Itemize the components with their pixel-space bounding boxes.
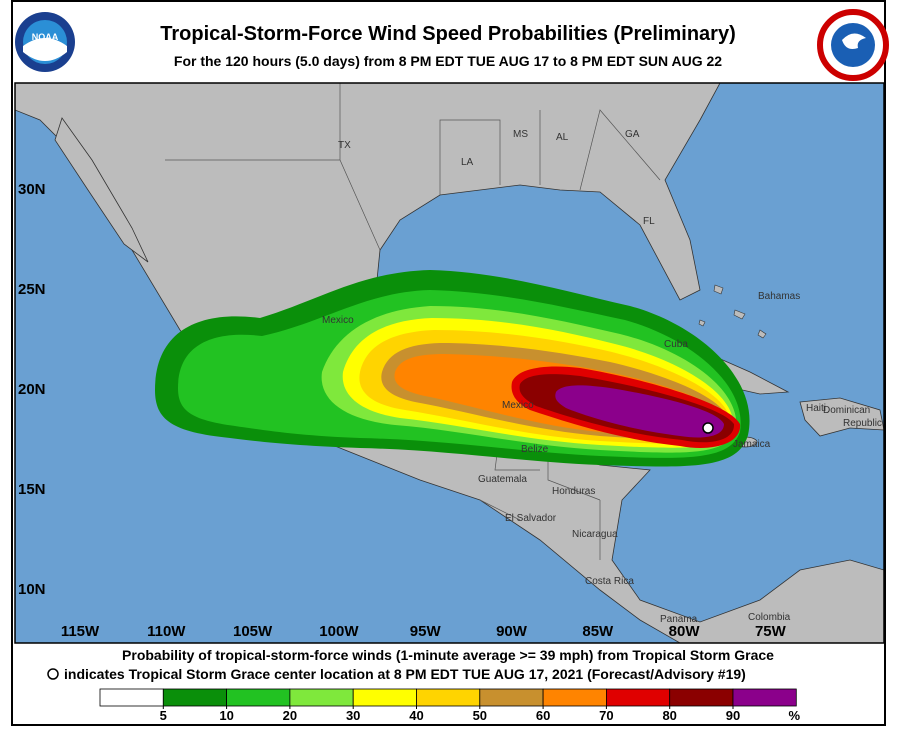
color-swatch xyxy=(99,688,164,707)
map-border xyxy=(14,82,885,644)
place-label: Bahamas xyxy=(758,291,800,302)
place-label: Mexico xyxy=(502,400,534,411)
color-swatch xyxy=(162,688,228,707)
scale-unit: % xyxy=(789,708,801,723)
lon-label: 90W xyxy=(496,623,528,640)
place-label: Panama xyxy=(660,614,698,625)
color-swatch xyxy=(542,688,607,707)
place-label: Cuba xyxy=(664,339,688,350)
lat-label: 15N xyxy=(18,481,46,498)
color-swatch xyxy=(669,688,734,707)
lat-label: 25N xyxy=(18,281,46,298)
color-swatch xyxy=(289,688,354,707)
color-swatch xyxy=(479,688,544,707)
place-label: Guatemala xyxy=(478,474,527,485)
color-swatch xyxy=(226,688,291,707)
scale-label: 10 xyxy=(219,708,233,723)
place-label: Nicaragua xyxy=(572,529,618,540)
place-label: Haiti xyxy=(806,403,826,414)
place-label: Republic xyxy=(843,418,882,429)
legend-line-1: Probability of tropical-storm-force wind… xyxy=(122,647,774,663)
logo-text: NOAA xyxy=(32,32,59,42)
place-label: Dominican xyxy=(823,405,870,416)
storm-center xyxy=(702,422,714,434)
hispaniola xyxy=(799,397,884,437)
bahamas xyxy=(698,284,767,339)
place-label: Costa Rica xyxy=(585,576,634,587)
place-label: Mexico xyxy=(322,315,354,326)
lat-label: 10N xyxy=(18,581,46,598)
legend-line-2: indicates Tropical Storm Grace center lo… xyxy=(64,666,746,682)
lon-label: 105W xyxy=(233,623,273,640)
scale-label: 60 xyxy=(536,708,550,723)
place-label: Belize xyxy=(521,444,549,455)
lat-label: 20N xyxy=(18,381,46,398)
scale-label: 5 xyxy=(160,708,167,723)
noaa-logo: NOAA xyxy=(15,12,75,72)
lon-label: 110W xyxy=(147,623,186,640)
scale-label: 90 xyxy=(726,708,740,723)
baja xyxy=(54,117,149,263)
place-label: TX xyxy=(338,140,351,151)
place-label: AL xyxy=(556,132,569,143)
nws-logo xyxy=(817,9,889,81)
borders xyxy=(165,83,661,560)
place-label: Jamaica xyxy=(733,439,771,450)
scale-label: 20 xyxy=(283,708,297,723)
probability-contours xyxy=(155,270,750,467)
lat-label: 30N xyxy=(18,181,46,198)
scale-label: 70 xyxy=(599,708,613,723)
color-swatch xyxy=(352,688,417,707)
storm-center-key xyxy=(47,668,59,680)
color-swatch xyxy=(416,688,481,707)
place-labels: TX MS AL GA LA FL Bahamas Mexico Mexico … xyxy=(322,129,882,625)
map: TX MS AL GA LA FL Bahamas Mexico Mexico … xyxy=(15,83,884,643)
lat-labels: 30N 25N 20N 15N 10N xyxy=(18,181,46,598)
color-swatch xyxy=(732,688,797,707)
lon-labels: 115W 110W 105W 100W 95W 90W 85W 80W 75W xyxy=(61,623,787,640)
place-label: El Salvador xyxy=(505,513,557,524)
color-scale: 5 10 20 30 40 50 60 70 80 90% xyxy=(99,688,801,723)
contour xyxy=(555,385,724,438)
subtitle: For the 120 hours (5.0 days) from 8 PM E… xyxy=(174,53,722,69)
scale-label: 40 xyxy=(409,708,423,723)
lon-label: 100W xyxy=(319,623,359,640)
scale-label: 30 xyxy=(346,708,360,723)
scale-label: 80 xyxy=(662,708,676,723)
scale-label: 50 xyxy=(473,708,487,723)
color-swatch xyxy=(606,688,671,707)
lon-label: 80W xyxy=(669,623,701,640)
lon-label: 115W xyxy=(61,623,100,640)
place-label: LA xyxy=(461,157,474,168)
title: Tropical-Storm-Force Wind Speed Probabil… xyxy=(160,23,736,45)
lon-label: 95W xyxy=(410,623,442,640)
place-label: Colombia xyxy=(748,612,791,623)
lon-label: 75W xyxy=(755,623,787,640)
land xyxy=(15,83,884,643)
place-label: Honduras xyxy=(552,486,595,497)
place-label: GA xyxy=(625,129,640,140)
lon-label: 85W xyxy=(582,623,614,640)
place-label: MS xyxy=(513,129,528,140)
place-label: FL xyxy=(643,216,655,227)
